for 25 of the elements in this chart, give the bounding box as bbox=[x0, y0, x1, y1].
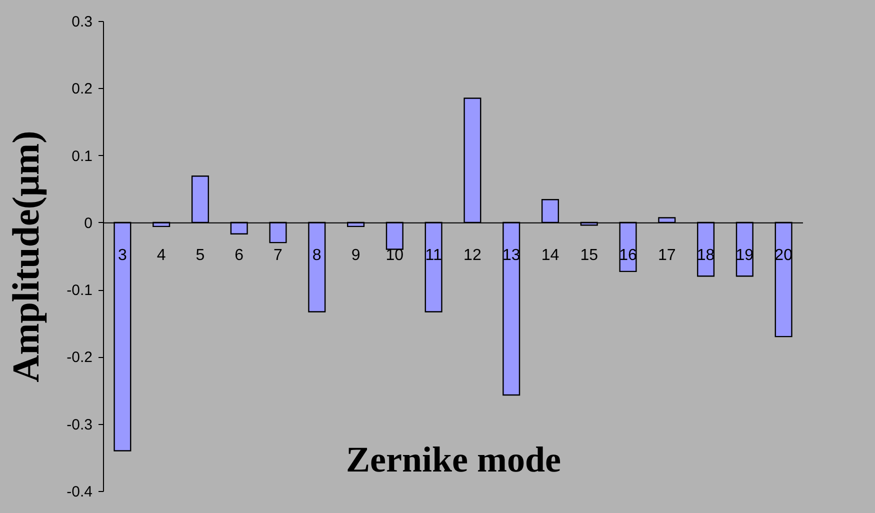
y-tick-label: 0.2 bbox=[72, 80, 92, 98]
x-tick-label: 17 bbox=[658, 246, 676, 264]
y-tick-label: 0 bbox=[84, 214, 92, 232]
y-tick-label: -0.2 bbox=[66, 349, 92, 366]
x-axis-title: Zernike mode bbox=[346, 440, 562, 480]
x-tick-label: 13 bbox=[502, 246, 520, 264]
x-tick-label: 14 bbox=[541, 246, 560, 264]
x-tick-label: 18 bbox=[696, 246, 715, 264]
y-tick-label: -0.4 bbox=[66, 484, 92, 500]
x-tick-label: 9 bbox=[351, 246, 360, 264]
x-tick-label: 3 bbox=[118, 246, 127, 264]
y-tick-label: 0.3 bbox=[72, 14, 92, 30]
x-tick-label: 10 bbox=[386, 246, 404, 264]
x-tick-label: 19 bbox=[736, 246, 754, 264]
x-tick-label: 4 bbox=[156, 246, 166, 264]
x-tick-label: 6 bbox=[234, 246, 244, 264]
y-tick-label: -0.1 bbox=[66, 282, 92, 300]
x-tick-label: 5 bbox=[196, 246, 205, 264]
x-tick-label: 8 bbox=[312, 246, 322, 264]
y-tick-label: 0.1 bbox=[72, 148, 92, 165]
x-tick-label: 12 bbox=[464, 246, 482, 264]
x-tick-label: 7 bbox=[274, 246, 283, 264]
y-axis-title: Amplitude(μm) bbox=[6, 130, 48, 382]
x-tick-label: 15 bbox=[580, 246, 598, 264]
y-tick-label: -0.3 bbox=[66, 416, 92, 434]
